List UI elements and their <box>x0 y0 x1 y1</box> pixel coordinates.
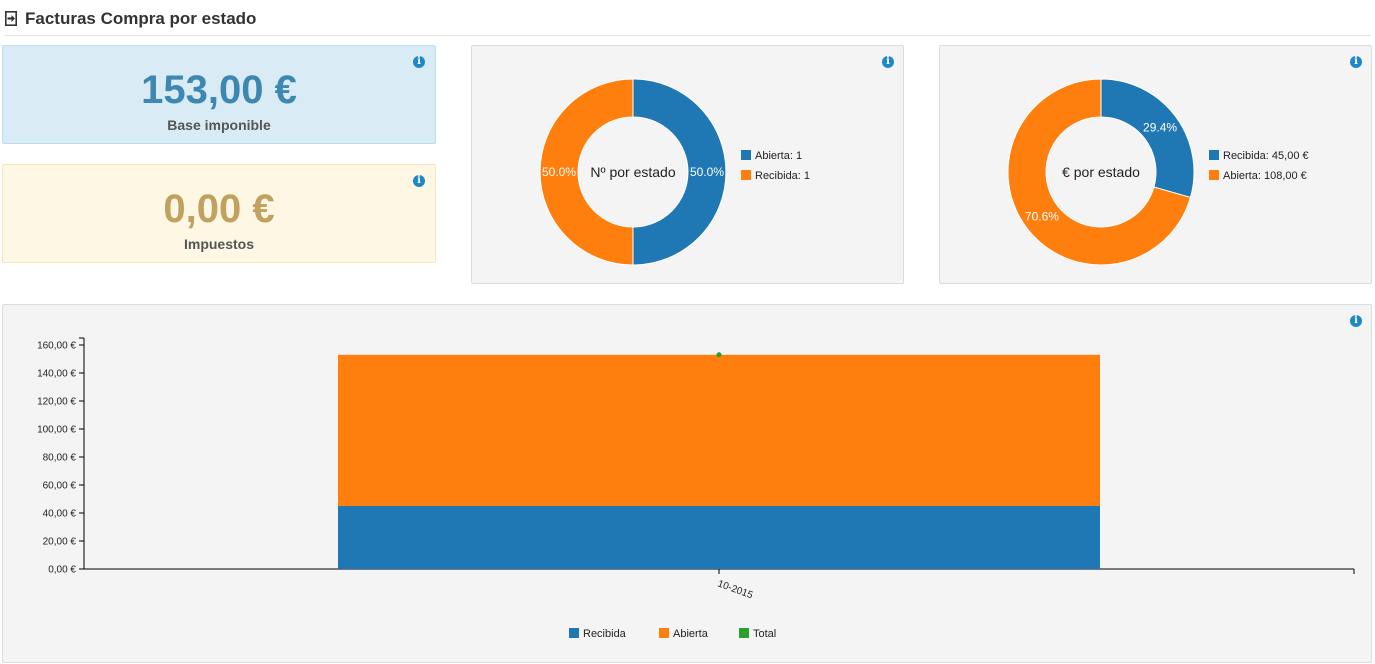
base-imponible-label: Base imponible <box>167 117 271 133</box>
legend-swatch <box>1209 170 1219 180</box>
donut-slice-recibida[interactable] <box>539 78 634 266</box>
legend-swatch <box>741 170 751 180</box>
monthly-bar-chart: 0,00 € 20,00 € 40,00 € 60,00 € 80,00 € 100,00… <box>37 337 1355 640</box>
page-header: Facturas Compra por estado <box>4 8 1371 36</box>
info-icon[interactable]: i <box>1350 56 1362 68</box>
info-icon[interactable]: i <box>882 56 894 68</box>
base-imponible-value: 153,00 € <box>141 68 297 112</box>
y-tick-label: 140,00 € <box>37 369 76 380</box>
legend-item-total[interactable]: Total <box>753 628 776 640</box>
sign-in-icon <box>5 11 17 26</box>
y-tick-label: 40,00 € <box>43 509 77 520</box>
legend-swatch <box>1209 150 1219 160</box>
info-icon[interactable]: i <box>413 175 425 187</box>
legend-swatch <box>569 628 579 638</box>
y-tick-label: 80,00 € <box>43 453 77 464</box>
count-by-state-panel: 50.0% 50.0% Nº por estado Abierta: 1 Recibid… <box>471 45 904 284</box>
point-total[interactable] <box>716 352 722 358</box>
legend-swatch <box>741 150 751 160</box>
donut-center-label: € por estado <box>1062 164 1140 180</box>
amount-by-state-panel: 29.4% 70.6% € por estado Recibida: 45,00 € A… <box>939 45 1372 284</box>
legend-item-recibida[interactable]: Recibida <box>583 628 627 640</box>
legend-swatch <box>739 628 749 638</box>
impuestos-value: 0,00 € <box>163 187 275 231</box>
info-icon[interactable]: i <box>413 56 425 68</box>
legend-item-abierta[interactable]: Abierta <box>673 628 709 640</box>
donut-slice-recibida[interactable] <box>1100 78 1195 199</box>
y-tick-label: 160,00 € <box>37 341 76 352</box>
y-tick-label: 20,00 € <box>43 537 77 548</box>
legend-item-abierta[interactable]: Abierta: 108,00 € <box>1223 170 1307 182</box>
donut-slice-abierta[interactable] <box>632 78 727 266</box>
donut-center-label: Nº por estado <box>590 164 675 180</box>
y-tick-label: 120,00 € <box>37 397 76 408</box>
count-by-state-chart: 50.0% 50.0% Nº por estado Abierta: 1 Recibid… <box>539 78 810 266</box>
y-tick-label: 60,00 € <box>43 481 77 492</box>
impuestos-box: 0,00 € Impuestos i <box>2 164 436 263</box>
legend-swatch <box>659 628 669 638</box>
legend-item-recibida[interactable]: Recibida: 45,00 € <box>1223 150 1309 162</box>
bar-recibida[interactable] <box>338 506 1100 569</box>
x-tick-label: 10-2015 <box>716 578 755 601</box>
amount-by-state-chart: 29.4% 70.6% € por estado Recibida: 45,00 € A… <box>1007 78 1309 266</box>
slice-percent-label: 70.6% <box>1025 210 1059 224</box>
impuestos-label: Impuestos <box>183 236 254 252</box>
monthly-bar-panel: 0,00 € 20,00 € 40,00 € 60,00 € 80,00 € 100,00… <box>2 304 1372 663</box>
legend-item-recibida[interactable]: Recibida: 1 <box>755 170 810 182</box>
y-tick-label: 0,00 € <box>48 565 76 576</box>
base-imponible-box: 153,00 € Base imponible i <box>2 45 436 144</box>
page-title: Facturas Compra por estado <box>25 9 257 28</box>
legend-item-abierta[interactable]: Abierta: 1 <box>755 150 802 162</box>
info-icon[interactable]: i <box>1350 315 1362 327</box>
slice-percent-label: 50.0% <box>690 165 724 179</box>
slice-percent-label: 29.4% <box>1143 120 1177 134</box>
y-tick-label: 100,00 € <box>37 425 76 436</box>
slice-percent-label: 50.0% <box>542 165 576 179</box>
donut-slice-abierta[interactable] <box>1007 78 1192 266</box>
bar-abierta[interactable] <box>338 354 1100 506</box>
